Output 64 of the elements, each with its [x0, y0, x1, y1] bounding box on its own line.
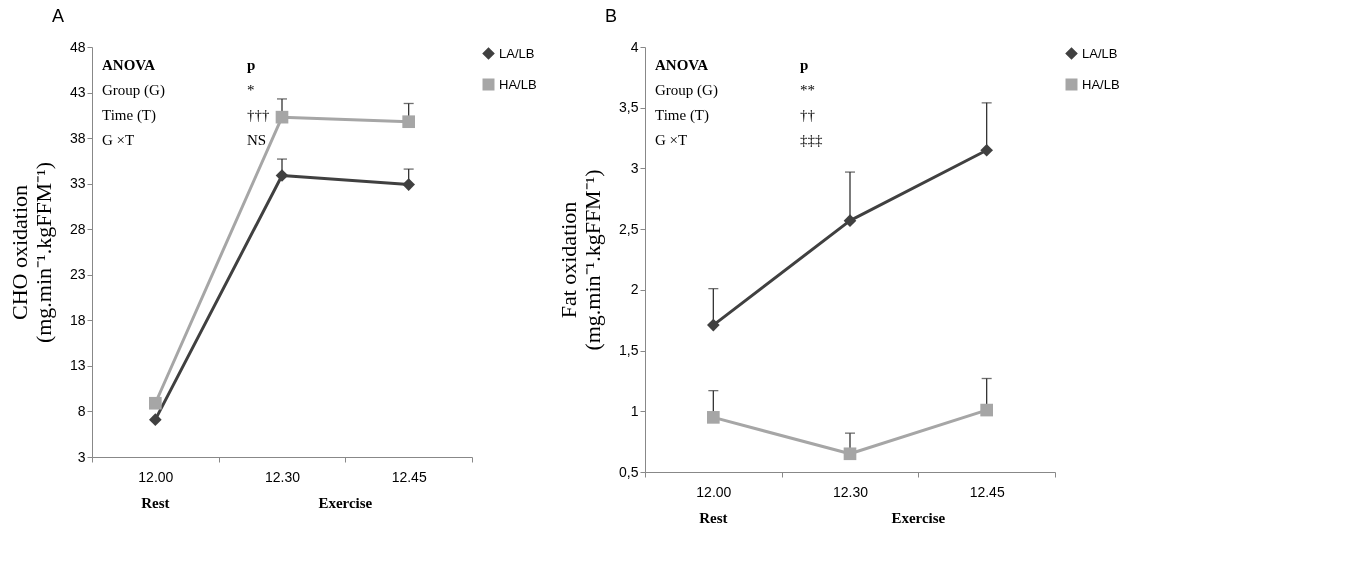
- annotation: **: [800, 82, 815, 98]
- annotation: ANOVA: [102, 57, 156, 73]
- annotation: ††: [800, 107, 816, 123]
- text: Rest: [141, 495, 170, 511]
- y-tick-label: 28: [69, 220, 86, 237]
- annotation: Time (T): [102, 107, 157, 124]
- y-tick-label: 4: [630, 38, 639, 55]
- annotation: Group (G): [102, 82, 165, 99]
- y-tick-label: 3,5: [619, 99, 639, 116]
- annotation: NS: [247, 132, 267, 148]
- text: Exercise: [891, 510, 946, 526]
- point: [707, 411, 720, 424]
- point: [843, 214, 857, 227]
- point: [402, 115, 415, 129]
- annotation: G ×T: [102, 132, 135, 148]
- x-tick-label: 12.30: [832, 483, 869, 500]
- annotation: Group (G): [655, 82, 718, 99]
- y-tick-label: 23: [69, 266, 86, 283]
- y-tick-label: 38: [69, 129, 86, 146]
- y-tick-label: 3: [630, 159, 639, 176]
- point: [707, 318, 720, 332]
- point: [843, 447, 857, 461]
- chart-title: B: [605, 6, 618, 26]
- chart-title: A: [52, 6, 65, 26]
- legend-label: HA/LB: [499, 76, 537, 92]
- point: [275, 110, 289, 124]
- point: [980, 403, 993, 417]
- y-tick-label: 48: [69, 38, 86, 55]
- annotation: p: [800, 57, 809, 73]
- x-tick-label: 12.45: [391, 468, 427, 485]
- point: [149, 413, 162, 426]
- annotation: †††: [247, 107, 270, 123]
- legend-label: LA/LB: [1082, 45, 1118, 61]
- point: [149, 396, 162, 410]
- y-tick-label: 2: [630, 281, 639, 298]
- annotation: G ×T: [655, 132, 688, 148]
- point: [980, 143, 993, 157]
- y-tick-label: 18: [69, 311, 86, 328]
- text: Exercise: [318, 495, 373, 511]
- x-tick-label: 12.00: [138, 468, 174, 485]
- x-tick-label: 12.30: [264, 468, 301, 485]
- text: Rest: [699, 510, 728, 526]
- y-tick-label: 3: [77, 448, 86, 465]
- y-tick-label: 1,5: [619, 342, 639, 359]
- y-tick-label: 0,5: [619, 463, 639, 480]
- y-tick-label: 13: [69, 357, 86, 374]
- x-tick-label: 12.45: [969, 483, 1005, 500]
- x-tick-label: 12.00: [696, 483, 732, 500]
- y-tick-label: 43: [69, 84, 86, 101]
- legend-label: HA/LB: [1082, 76, 1120, 92]
- y-tick-label: 33: [69, 175, 86, 192]
- y-axis-title: Fat oxidation (mg.min⁻¹.kgFFM⁻¹): [556, 169, 606, 351]
- y-tick-label: 1: [630, 402, 639, 419]
- point: [402, 178, 415, 191]
- y-tick-label: 2,5: [619, 220, 639, 237]
- annotation: p: [247, 57, 256, 73]
- y-axis-title: CHO oxidation (mg.min⁻¹.kgFFM⁻¹): [6, 161, 56, 344]
- annotation: Time (T): [655, 107, 710, 124]
- legend-label: LA/LB: [499, 45, 535, 61]
- annotation: ‡‡‡: [800, 132, 823, 148]
- point: [275, 169, 289, 182]
- annotation: *: [247, 82, 255, 98]
- annotation: ANOVA: [655, 57, 709, 73]
- y-tick-label: 8: [77, 402, 86, 419]
